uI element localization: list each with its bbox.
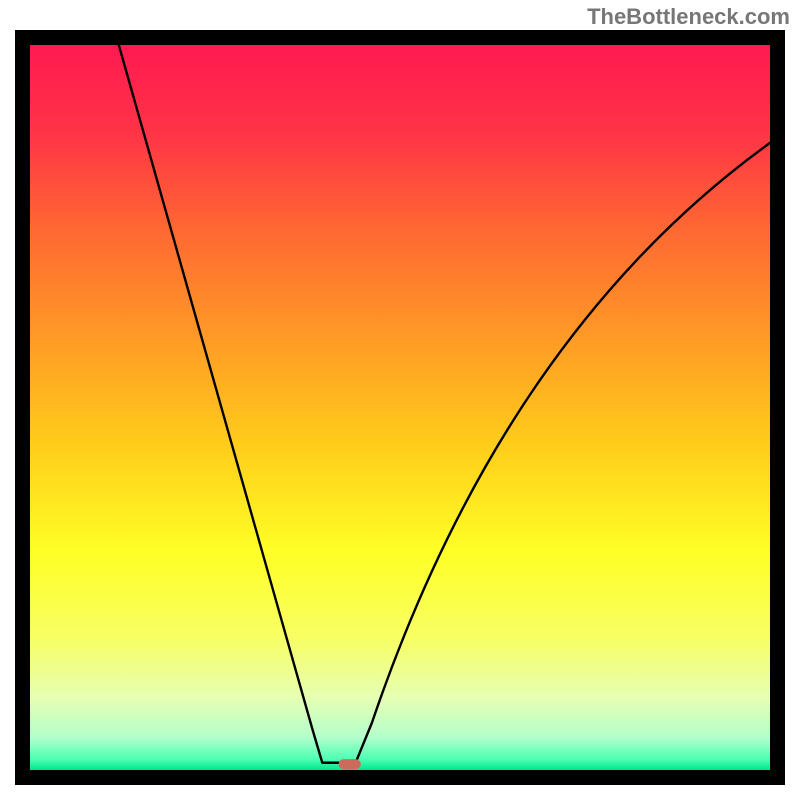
watermark: TheBottleneck.com	[587, 4, 790, 30]
plot-area	[30, 45, 770, 770]
chart-frame	[15, 30, 785, 785]
chart-root: TheBottleneck.com	[0, 0, 800, 800]
plot-svg	[30, 45, 770, 770]
gradient-background	[30, 45, 770, 770]
minimum-marker	[339, 759, 361, 769]
